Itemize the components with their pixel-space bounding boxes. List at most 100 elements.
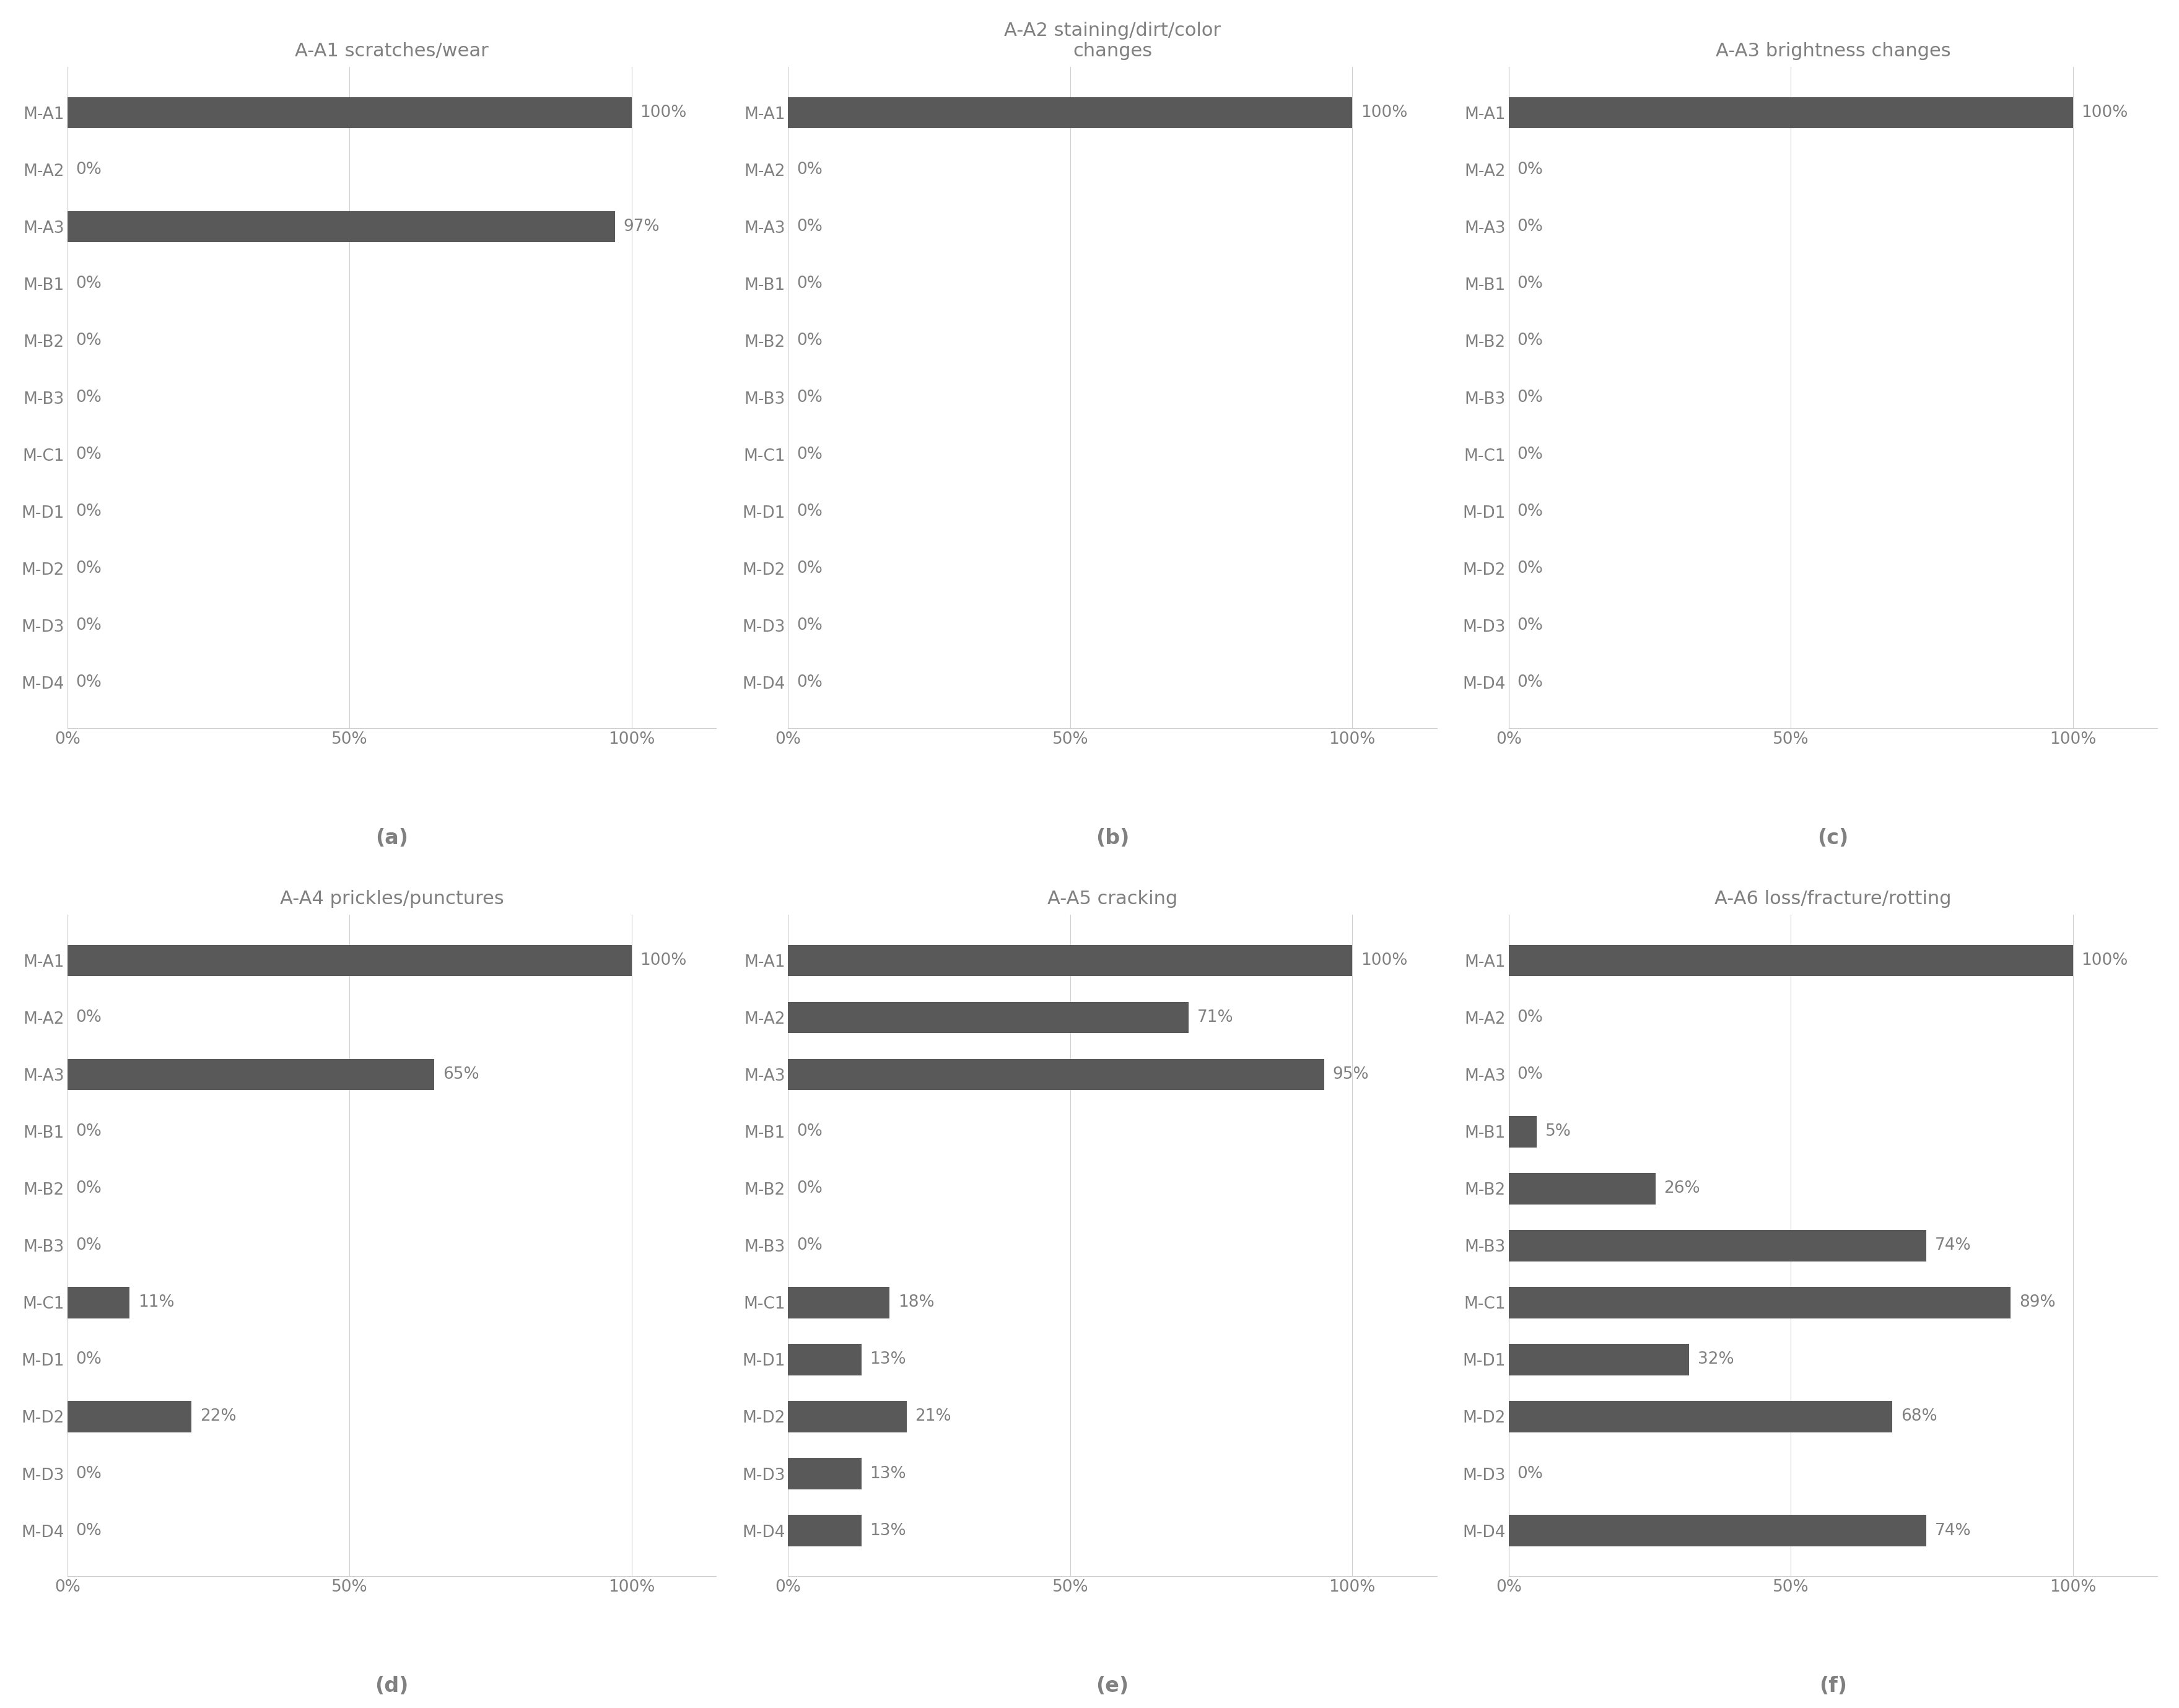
Text: 95%: 95% xyxy=(1334,1066,1368,1083)
Text: 0%: 0% xyxy=(798,447,821,463)
Text: 26%: 26% xyxy=(1665,1180,1700,1197)
Bar xyxy=(68,212,614,243)
Text: 0%: 0% xyxy=(798,1180,821,1197)
Text: 11%: 11% xyxy=(137,1295,174,1310)
Text: 0%: 0% xyxy=(1517,1465,1543,1481)
Title: A-A3 brightness changes: A-A3 brightness changes xyxy=(1715,43,1950,60)
Text: 13%: 13% xyxy=(869,1351,906,1368)
Bar xyxy=(789,945,1353,977)
Text: 89%: 89% xyxy=(2020,1295,2055,1310)
Text: 0%: 0% xyxy=(798,560,821,577)
Text: 0%: 0% xyxy=(76,1180,102,1197)
Text: 0%: 0% xyxy=(76,504,102,519)
Bar xyxy=(789,1003,1190,1033)
Text: 0%: 0% xyxy=(798,504,821,519)
Text: 65%: 65% xyxy=(442,1066,479,1083)
Text: 13%: 13% xyxy=(869,1465,906,1481)
Text: 21%: 21% xyxy=(915,1409,952,1424)
Text: 100%: 100% xyxy=(641,104,686,121)
Text: 74%: 74% xyxy=(1935,1238,1972,1254)
Text: 97%: 97% xyxy=(623,219,660,234)
Text: 13%: 13% xyxy=(869,1522,906,1539)
Text: (f): (f) xyxy=(1819,1676,1848,1696)
Title: A-A5 cracking: A-A5 cracking xyxy=(1048,890,1177,909)
Text: 100%: 100% xyxy=(2081,104,2129,121)
Text: 0%: 0% xyxy=(798,219,821,234)
Text: 0%: 0% xyxy=(76,618,102,634)
Text: 0%: 0% xyxy=(76,1465,102,1481)
Bar xyxy=(789,1459,861,1489)
Text: 0%: 0% xyxy=(76,447,102,463)
Bar xyxy=(1508,1401,1891,1433)
Text: 0%: 0% xyxy=(1517,618,1543,634)
Text: 0%: 0% xyxy=(1517,333,1543,348)
Bar xyxy=(1508,1286,2011,1319)
Text: 18%: 18% xyxy=(898,1295,935,1310)
Text: 0%: 0% xyxy=(1517,447,1543,463)
Bar xyxy=(68,945,632,977)
Bar xyxy=(1508,1230,1926,1261)
Text: 0%: 0% xyxy=(798,275,821,292)
Bar xyxy=(68,1401,192,1433)
Text: 68%: 68% xyxy=(1900,1409,1937,1424)
Text: 0%: 0% xyxy=(76,1124,102,1139)
Text: 0%: 0% xyxy=(1517,560,1543,577)
Bar xyxy=(789,1515,861,1546)
Text: 100%: 100% xyxy=(2081,953,2129,968)
Text: 0%: 0% xyxy=(1517,275,1543,292)
Text: (e): (e) xyxy=(1096,1676,1129,1696)
Text: 32%: 32% xyxy=(1697,1351,1734,1368)
Text: 0%: 0% xyxy=(798,389,821,407)
Bar xyxy=(1508,97,2072,128)
Bar xyxy=(68,1059,434,1090)
Text: 0%: 0% xyxy=(76,1238,102,1254)
Text: 0%: 0% xyxy=(76,1351,102,1368)
Text: 74%: 74% xyxy=(1935,1522,1972,1539)
Title: A-A6 loss/fracture/rotting: A-A6 loss/fracture/rotting xyxy=(1715,890,1952,909)
Text: (c): (c) xyxy=(1817,828,1848,849)
Bar xyxy=(1508,1515,1926,1546)
Title: A-A4 prickles/punctures: A-A4 prickles/punctures xyxy=(279,890,503,909)
Title: A-A1 scratches/wear: A-A1 scratches/wear xyxy=(294,43,488,60)
Text: 5%: 5% xyxy=(1545,1124,1571,1139)
Text: 0%: 0% xyxy=(76,333,102,348)
Text: 0%: 0% xyxy=(798,162,821,178)
Bar xyxy=(1508,1344,1689,1375)
Text: 0%: 0% xyxy=(76,1522,102,1539)
Bar xyxy=(789,97,1353,128)
Text: 0%: 0% xyxy=(76,1009,102,1025)
Text: 0%: 0% xyxy=(76,675,102,690)
Bar xyxy=(789,1286,889,1319)
Text: 71%: 71% xyxy=(1196,1009,1233,1025)
Text: 0%: 0% xyxy=(1517,162,1543,178)
Text: (b): (b) xyxy=(1096,828,1129,849)
Text: 0%: 0% xyxy=(1517,219,1543,234)
Text: (a): (a) xyxy=(375,828,407,849)
Bar xyxy=(789,1059,1325,1090)
Text: 22%: 22% xyxy=(200,1409,235,1424)
Text: 0%: 0% xyxy=(1517,675,1543,690)
Bar xyxy=(789,1344,861,1375)
Bar xyxy=(1508,945,2072,977)
Bar xyxy=(68,1286,129,1319)
Text: 0%: 0% xyxy=(798,333,821,348)
Title: A-A2 staining/dirt/color
changes: A-A2 staining/dirt/color changes xyxy=(1005,22,1220,60)
Bar xyxy=(1508,1115,1536,1148)
Text: 0%: 0% xyxy=(76,560,102,577)
Text: 0%: 0% xyxy=(76,162,102,178)
Text: 0%: 0% xyxy=(1517,389,1543,407)
Text: 0%: 0% xyxy=(76,275,102,292)
Text: 0%: 0% xyxy=(76,389,102,407)
Text: 0%: 0% xyxy=(798,618,821,634)
Text: 0%: 0% xyxy=(798,1238,821,1254)
Bar xyxy=(789,1401,906,1433)
Text: (d): (d) xyxy=(375,1676,410,1696)
Text: 100%: 100% xyxy=(1360,953,1408,968)
Text: 0%: 0% xyxy=(1517,1009,1543,1025)
Text: 0%: 0% xyxy=(798,675,821,690)
Text: 0%: 0% xyxy=(1517,504,1543,519)
Text: 100%: 100% xyxy=(1360,104,1408,121)
Text: 100%: 100% xyxy=(641,953,686,968)
Bar xyxy=(1508,1173,1656,1204)
Text: 0%: 0% xyxy=(798,1124,821,1139)
